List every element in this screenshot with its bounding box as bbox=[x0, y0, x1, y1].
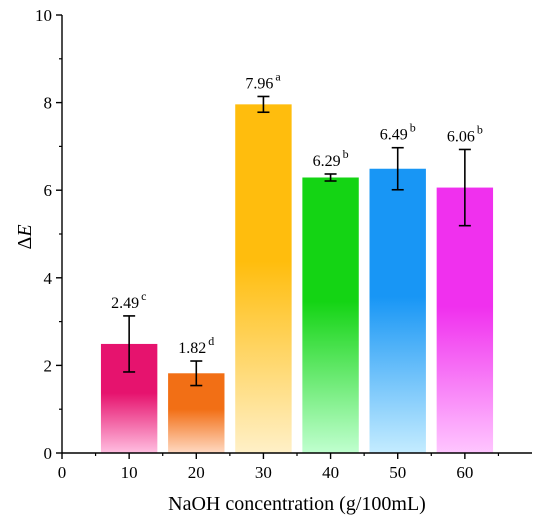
significance-letter-30: a bbox=[275, 69, 281, 83]
y-tick-label-2: 2 bbox=[44, 356, 53, 375]
bar-20 bbox=[168, 373, 225, 453]
y-tick-label-6: 6 bbox=[44, 181, 53, 200]
data-label-40: 6.29 bbox=[313, 153, 341, 170]
error-bar-50 bbox=[391, 146, 404, 191]
error-bar-40 bbox=[324, 173, 337, 182]
x-tick-label-0: 0 bbox=[58, 463, 67, 482]
x-tick-label-50: 50 bbox=[389, 463, 406, 482]
error-bar-30 bbox=[257, 95, 270, 114]
y-tick-label-10: 10 bbox=[35, 6, 52, 25]
bars-layer bbox=[100, 104, 494, 454]
data-label-30: 7.96 bbox=[245, 75, 273, 92]
data-labels-layer: 2.49 c1.82 d7.96 a6.29 b6.49 b6.06 b bbox=[111, 69, 483, 357]
bar-40 bbox=[302, 177, 359, 454]
y-tick-label-8: 8 bbox=[44, 94, 53, 113]
axes-layer: 0 2 4 6 8 10 0 10 20 30 40 50 60 bbox=[35, 6, 532, 482]
bar-60 bbox=[436, 187, 494, 453]
bar-50 bbox=[369, 168, 426, 453]
significance-letter-20: d bbox=[208, 334, 214, 348]
error-bar-60 bbox=[458, 148, 471, 227]
significance-letter-50: b bbox=[410, 121, 416, 135]
significance-letter-10: c bbox=[141, 289, 146, 303]
x-tick-label-10: 10 bbox=[121, 463, 138, 482]
error-bars-layer bbox=[123, 95, 471, 387]
significance-letter-60: b bbox=[477, 122, 483, 136]
x-axis-title: NaOH concentration (g/100mL) bbox=[168, 493, 426, 515]
x-tick-label-60: 60 bbox=[456, 463, 473, 482]
x-tick-label-30: 30 bbox=[255, 463, 272, 482]
error-bar-20 bbox=[190, 360, 203, 387]
data-label-10: 2.49 bbox=[111, 295, 139, 312]
y-tick-label-0: 0 bbox=[44, 444, 53, 463]
x-tick-label-40: 40 bbox=[322, 463, 339, 482]
error-bar-10 bbox=[123, 315, 136, 373]
data-label-60: 6.06 bbox=[447, 128, 475, 145]
data-label-20: 1.82 bbox=[178, 340, 206, 357]
bar-30 bbox=[235, 104, 292, 454]
x-tick-label-20: 20 bbox=[188, 463, 205, 482]
data-label-50: 6.49 bbox=[380, 127, 408, 144]
y-axis-title: ΔE bbox=[14, 224, 36, 249]
y-tick-label-4: 4 bbox=[44, 269, 53, 288]
significance-letter-40: b bbox=[343, 147, 349, 161]
